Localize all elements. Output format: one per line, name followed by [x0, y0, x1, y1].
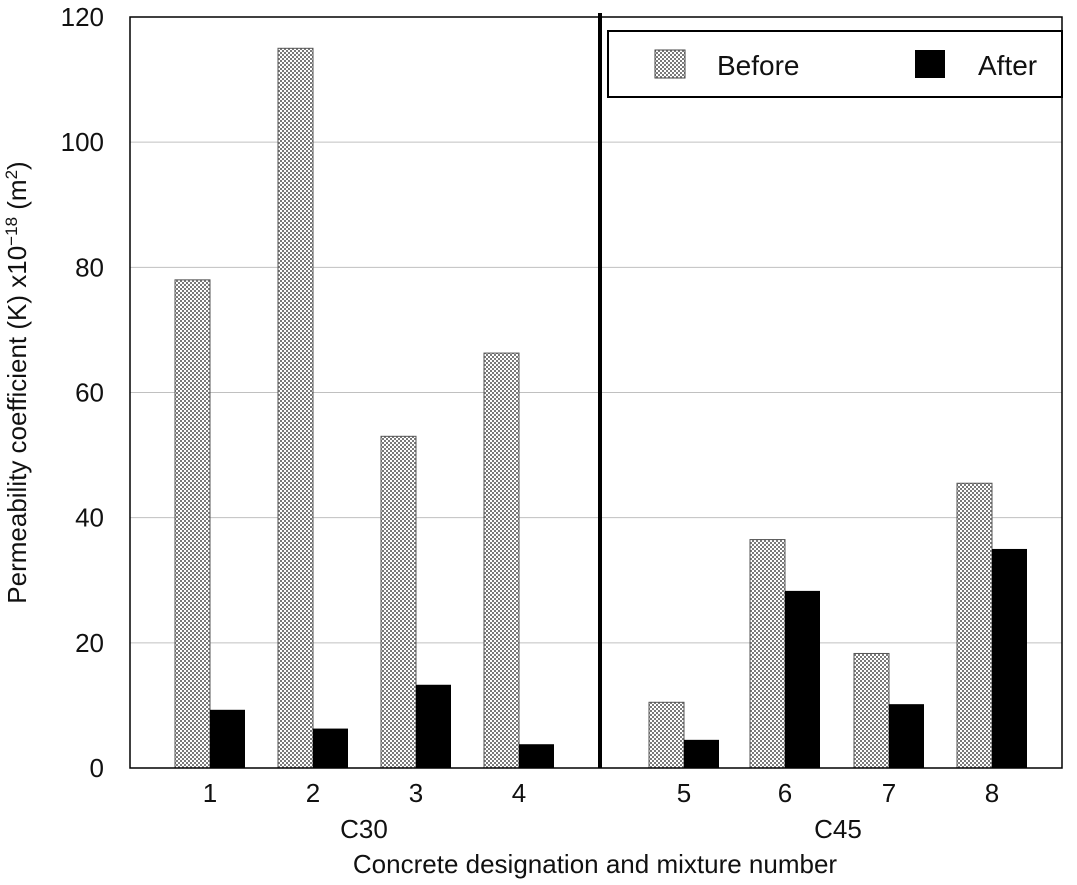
bar-after-4	[519, 744, 554, 768]
bar-before-2	[277, 47, 314, 769]
y-axis-title-unit-exponent: 2	[2, 170, 21, 179]
x-tick-label: 2	[306, 778, 320, 808]
x-axis-title: Concrete designation and mixture number	[353, 849, 838, 879]
bars	[174, 47, 1027, 769]
x-tick-label: 4	[512, 778, 526, 808]
bar-after-7	[889, 704, 924, 768]
y-axis-title-unit-close: )	[2, 161, 32, 170]
y-tick-label: 0	[90, 753, 104, 783]
bar-after-6	[785, 590, 820, 768]
y-axis-title-unit-open: (m	[2, 179, 32, 217]
bar-before-5	[648, 701, 685, 769]
y-axis-title-main: Permeability coefficient (K) x10	[2, 246, 32, 604]
bar-before-3	[380, 435, 417, 769]
y-axis-title: Permeability coefficient (K) x10−18 (m2)	[2, 161, 33, 603]
y-tick-label: 80	[75, 252, 104, 282]
x-tick-label: 1	[203, 778, 217, 808]
bar-after-5	[684, 739, 719, 768]
bar-before-1	[174, 279, 211, 769]
bar-before-7	[853, 652, 890, 769]
legend-label-before: Before	[717, 50, 800, 81]
x-axis-ticks: 1 2 3 4 5 6 7 8	[203, 778, 999, 808]
legend-swatch-after	[915, 50, 945, 78]
x-tick-label: 5	[677, 778, 691, 808]
y-tick-label: 100	[61, 127, 104, 157]
x-tick-label: 3	[409, 778, 423, 808]
y-axis-title-exponent: −18	[2, 217, 21, 246]
y-tick-label: 60	[75, 378, 104, 408]
bar-before-4	[483, 352, 520, 769]
group-label-c45: C45	[814, 814, 862, 844]
group-labels: C30 C45	[340, 814, 862, 844]
legend: Before After	[607, 30, 1063, 98]
y-tick-label: 20	[75, 628, 104, 658]
bar-after-2	[313, 728, 348, 768]
x-tick-label: 8	[985, 778, 999, 808]
bar-after-1	[210, 709, 245, 768]
y-axis-ticks: 0 20 40 60 80 100 120	[61, 2, 104, 783]
x-tick-label: 6	[778, 778, 792, 808]
group-label-c30: C30	[340, 814, 388, 844]
plot-frame	[129, 16, 1063, 769]
legend-label-after: After	[978, 50, 1037, 81]
bar-after-8	[992, 548, 1027, 768]
bar-after-3	[416, 684, 451, 768]
bar-before-6	[749, 539, 786, 769]
y-tick-label: 120	[61, 2, 104, 32]
y-tick-label: 40	[75, 503, 104, 533]
x-tick-label: 7	[882, 778, 896, 808]
bar-before-8	[956, 482, 993, 769]
legend-swatch-before	[654, 49, 686, 79]
grid-lines	[130, 141, 1062, 644]
